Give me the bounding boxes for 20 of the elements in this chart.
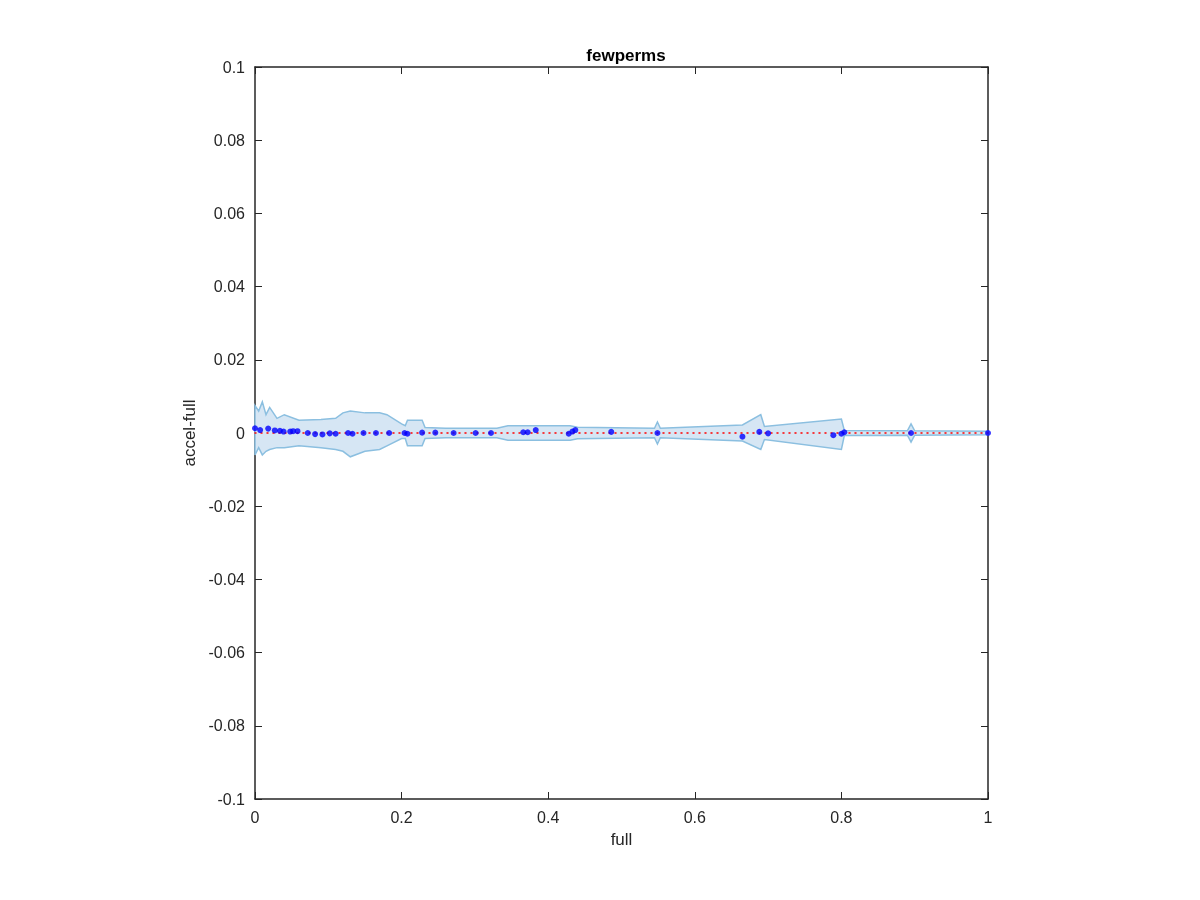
chart-title: fewperms — [586, 46, 666, 65]
x-axis-title: full — [610, 830, 633, 849]
y-tick-label: -0.1 — [217, 790, 246, 808]
x-tick-label: 0 — [250, 808, 260, 826]
y-tick-label: 0.1 — [222, 58, 246, 76]
y-tick-label: -0.08 — [208, 717, 246, 735]
x-tick-label: 0.8 — [830, 808, 853, 826]
y-tick-label: 0.02 — [213, 351, 246, 369]
y-tick-label: 0.06 — [213, 204, 246, 222]
y-tick-label: -0.06 — [208, 644, 246, 662]
x-tick-label: 0.2 — [390, 808, 413, 826]
x-tick-label: 1 — [983, 808, 993, 826]
x-tick-label: 0.4 — [537, 808, 560, 826]
y-axis-title: accel-full — [179, 399, 199, 467]
y-tick-label: 0.08 — [213, 131, 246, 149]
y-tick-label: 0.04 — [213, 278, 246, 296]
x-tick-label: 0.6 — [683, 808, 707, 826]
y-tick-label: -0.04 — [208, 570, 246, 588]
y-tick-label: -0.02 — [208, 497, 246, 515]
y-tick-label: 0 — [236, 424, 246, 442]
